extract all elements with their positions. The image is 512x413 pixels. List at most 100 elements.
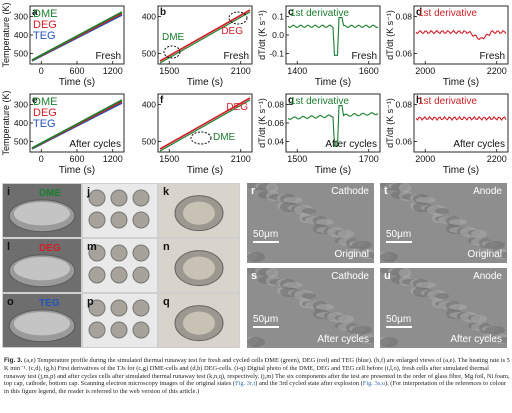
x-axis-label: Time (s) — [315, 77, 351, 88]
y-tick-label: 0.1 — [272, 11, 284, 21]
derivative-series-deg — [415, 29, 507, 41]
legend-dme: DME — [33, 8, 57, 20]
photo-j: j — [82, 183, 158, 238]
sem-grain — [485, 326, 505, 334]
sem-grain — [496, 252, 507, 258]
sem-texture — [247, 183, 374, 262]
cell-component — [110, 189, 128, 207]
sem-grain — [399, 268, 411, 278]
x-tick-label: 2200 — [487, 154, 507, 164]
panel-note: Fresh — [479, 51, 505, 62]
photo-l: l DEG — [2, 238, 82, 293]
series-deg — [159, 97, 251, 150]
photo-label: i — [7, 186, 11, 198]
figure-caption: Fig. 3. (a,e) Temperature profile during… — [4, 357, 510, 395]
sem-panel-label: t — [384, 185, 388, 197]
panel-note: After cycles — [453, 139, 505, 150]
x-tick-label: 2000 — [415, 154, 435, 164]
sem-image-u: u Anode 50μm After cycles — [380, 268, 507, 348]
x-tick-label: 1200 — [103, 66, 123, 76]
sem-texture — [247, 268, 374, 347]
photo-label: q — [163, 296, 170, 308]
y-tick-label: 400 — [142, 11, 156, 21]
chart-c: c 1400 1600 0.1 0.0 -0.1 Time (s) dT/dt (K s⁻¹)… — [257, 5, 381, 88]
y-axis-label: dT/dt (K s⁻¹) — [257, 98, 267, 148]
x-axis-label: Time (s) — [187, 77, 223, 88]
cell-component — [88, 321, 106, 339]
x-axis-label: Time (s) — [59, 165, 95, 176]
sem-grain — [435, 208, 449, 214]
x-tick-label: 1500 — [159, 154, 179, 164]
plot-frame — [157, 5, 253, 65]
opened-cell-inner — [183, 201, 215, 225]
x-tick-label: 1500 — [287, 154, 307, 164]
photo-drawing — [174, 250, 224, 287]
y-tick-label: 0.08 — [395, 11, 412, 21]
photo-label: n — [163, 241, 170, 253]
y-tick-label: 0.06 — [395, 49, 412, 59]
inset-label-deg: DEG — [226, 102, 248, 113]
sem-grain — [380, 252, 398, 262]
sem-electrode-label: Anode — [473, 186, 502, 197]
panel-label: g — [288, 95, 294, 106]
caption-link-fig3su[interactable]: Fig. 3s,u — [362, 380, 385, 388]
photo-drawing — [174, 195, 224, 232]
derivative-note: 1st derivative — [290, 96, 349, 107]
x-tick-label: 2000 — [415, 66, 435, 76]
zoom-circle — [228, 11, 248, 25]
panel-label: e — [32, 95, 38, 106]
series-dme — [31, 99, 123, 149]
cell-component — [110, 266, 128, 284]
legend-teg: TEG — [33, 118, 56, 130]
sem-state-label: Original — [467, 249, 502, 260]
y-axis-label: dT/dt (K s⁻¹) — [385, 10, 395, 60]
sem-grain — [471, 230, 487, 238]
cell-component — [132, 211, 150, 229]
sem-grain — [363, 252, 374, 258]
legend-deg: DEG — [33, 107, 57, 119]
y-axis-label: dT/dt (K s⁻¹) — [257, 10, 267, 60]
inset-label-dme: DME — [213, 132, 236, 143]
cell-component — [88, 244, 106, 262]
y-tick-label: 400 — [14, 118, 28, 128]
cell-component — [88, 189, 106, 207]
y-tick-label: 0.04 — [267, 137, 284, 147]
sem-texture — [380, 183, 507, 262]
sem-grain — [302, 293, 316, 299]
caption-link-fig3rt[interactable]: Fig. 3r,t — [235, 380, 256, 388]
scale-bar-line — [253, 241, 279, 243]
x-tick-label: 1600 — [359, 66, 379, 76]
y-tick-label: -0.1 — [269, 49, 284, 59]
y-tick-label: 0.0 — [272, 30, 284, 40]
sem-scale-bar: 50μm — [253, 314, 279, 328]
y-tick-label: 500 — [142, 137, 156, 147]
sem-grain — [496, 337, 507, 343]
x-tick-label: 1700 — [359, 154, 379, 164]
panel-note: After cycles — [325, 139, 377, 150]
caption-text-mid: ) and the 3rd cycled state after explosi… — [255, 380, 363, 388]
sem-grain — [302, 208, 316, 214]
x-tick-label: 2100 — [231, 154, 251, 164]
sem-panel-label: u — [384, 270, 391, 282]
photo-drawing — [8, 309, 76, 343]
legend-deg: DEG — [33, 19, 57, 31]
legend-dme: DME — [33, 96, 57, 108]
sem-scale-bar: 50μm — [253, 229, 279, 243]
sem-grain — [352, 326, 372, 334]
photo-electrolyte-tag: TEG — [39, 298, 60, 309]
sem-grain — [283, 197, 303, 203]
panel-label: d — [416, 7, 422, 18]
photo-drawing — [88, 244, 150, 284]
derivative-series-dme — [287, 17, 379, 56]
derivative-note: 1st derivative — [290, 8, 349, 19]
y-tick-label: 400 — [14, 30, 28, 40]
y-tick-label: 0.08 — [267, 99, 284, 109]
x-axis-label: Time (s) — [187, 165, 223, 176]
panel-label: c — [288, 7, 294, 18]
derivative-note: 1st derivative — [418, 96, 477, 107]
sem-image-t: t Anode 50μm Original — [380, 183, 507, 263]
sem-grain — [416, 197, 436, 203]
y-tick-label: 400 — [142, 99, 156, 109]
sem-grain — [485, 241, 505, 249]
sem-state-label: Original — [334, 249, 369, 260]
